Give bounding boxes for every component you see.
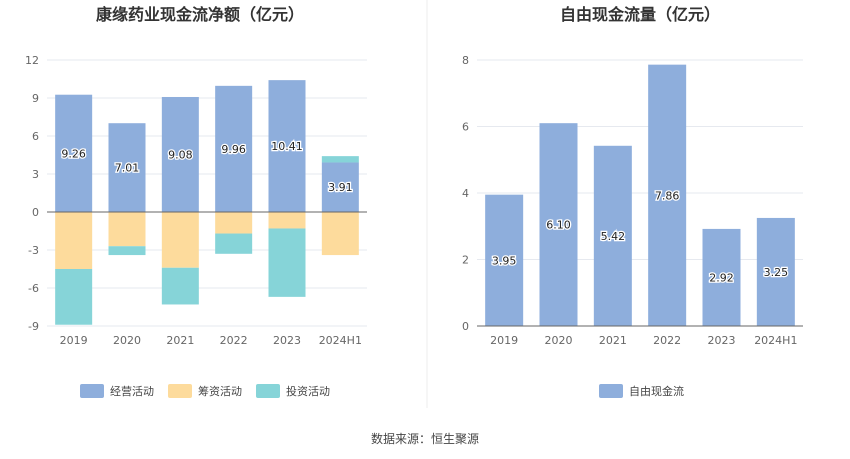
operating-bar (321, 162, 359, 212)
x-tick-label: 2022 (220, 334, 248, 347)
financing-bar (108, 212, 146, 247)
y-tick-label: 4 (462, 187, 469, 200)
financing-bar (55, 212, 93, 269)
y-tick-label: 2 (462, 254, 469, 267)
legend-label: 经营活动 (110, 384, 154, 398)
y-tick-label: 0 (32, 206, 39, 219)
free-cash-flow-data-label: 3.95 (492, 254, 517, 267)
operating-data-label: 7.01 (115, 162, 140, 175)
operating-data-label: 9.96 (221, 143, 246, 156)
legend-swatch (256, 384, 280, 398)
x-tick-label: 2023 (708, 334, 736, 347)
x-tick-label: 2023 (273, 334, 301, 347)
free-cash-flow-bar (593, 145, 632, 326)
investing-bar (215, 233, 253, 254)
free-cash-flow-data-label: 2.92 (709, 271, 734, 284)
financing-bar (321, 212, 359, 256)
free-cash-flow-data-label: 6.10 (546, 219, 571, 232)
financing-bar (215, 212, 253, 234)
chart2-plot: 8 6 4 2 0 3.95 2019 6.10 2020 5.42 2021 7.86 2022 2.9… (462, 54, 803, 398)
legend-label: 投资活动 (286, 384, 330, 398)
investing-bar (268, 228, 306, 297)
x-tick-label: 2021 (599, 334, 627, 347)
y-tick-label: -6 (28, 282, 39, 295)
legend-swatch (80, 384, 104, 398)
free-cash-flow-bar (756, 217, 795, 326)
legend-swatch (599, 384, 623, 398)
free-cash-flow-data-label: 7.86 (655, 189, 680, 202)
operating-bar (215, 85, 253, 212)
investing-bar (321, 156, 359, 163)
free-cash-flow-data-label: 5.42 (601, 230, 626, 243)
investing-bar (108, 246, 146, 256)
financing-bar (268, 212, 306, 229)
chart1-title: 康缘药业现金流净额（亿元） (96, 5, 304, 24)
operating-data-label: 3.91 (328, 181, 353, 194)
free-cash-flow-bar (485, 194, 524, 326)
legend-label: 筹资活动 (198, 384, 242, 398)
y-tick-label: 3 (32, 168, 39, 181)
x-tick-label: 2020 (545, 334, 573, 347)
x-tick-label: 2019 (60, 334, 88, 347)
x-tick-label: 2021 (166, 334, 194, 347)
legend-label: 自由现金流 (629, 384, 684, 398)
financing-bar (161, 212, 199, 268)
legend-swatch (168, 384, 192, 398)
operating-bar (161, 96, 199, 212)
x-tick-label: 2024H1 (319, 334, 362, 347)
operating-data-label: 10.41 (271, 140, 303, 153)
chart2-title: 自由现金流量（亿元） (560, 5, 720, 24)
operating-data-label: 9.08 (168, 148, 193, 161)
investing-bar (55, 269, 93, 325)
free-cash-flow-bar (702, 228, 741, 326)
y-tick-label: 12 (25, 54, 39, 67)
x-tick-label: 2022 (653, 334, 681, 347)
operating-bar (55, 94, 93, 212)
source-note: 数据来源：恒生聚源 (371, 431, 479, 446)
x-tick-label: 2019 (490, 334, 518, 347)
y-tick-label: -9 (28, 320, 39, 333)
x-tick-label: 2020 (113, 334, 141, 347)
y-tick-label: 9 (32, 92, 39, 105)
y-tick-label: 6 (32, 130, 39, 143)
operating-bar (108, 123, 146, 212)
y-tick-label: -3 (28, 244, 39, 257)
free-cash-flow-bar (648, 64, 687, 326)
free-cash-flow-data-label: 3.25 (764, 266, 789, 279)
y-tick-label: 6 (462, 121, 469, 134)
free-cash-flow-bar (539, 123, 578, 326)
chart1-plot: 12 9 6 3 0 -3 -6 -9 2019 9.26 2020 7.01 2021 9.08 2022… (25, 54, 367, 398)
x-tick-label: 2024H1 (754, 334, 797, 347)
y-tick-label: 0 (462, 320, 469, 333)
operating-data-label: 9.26 (61, 147, 86, 160)
y-tick-label: 8 (462, 54, 469, 67)
operating-bar (268, 80, 306, 212)
investing-bar (161, 267, 199, 305)
